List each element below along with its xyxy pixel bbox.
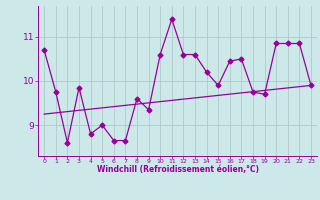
X-axis label: Windchill (Refroidissement éolien,°C): Windchill (Refroidissement éolien,°C) xyxy=(97,165,259,174)
